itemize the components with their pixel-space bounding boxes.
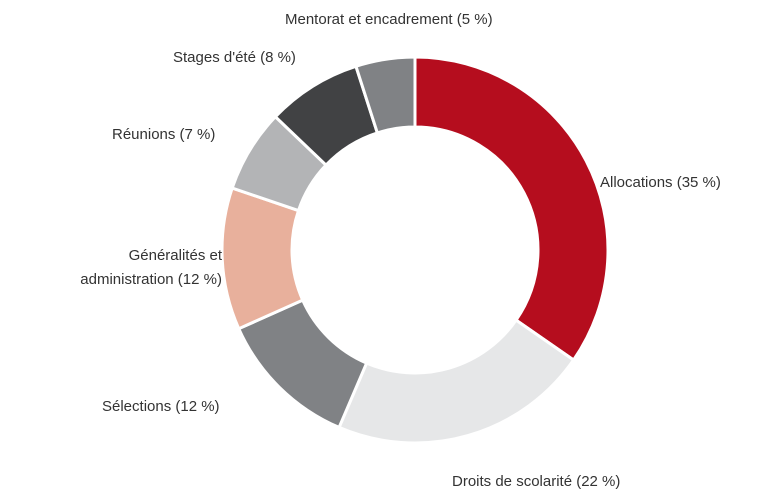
donut-slice — [337, 318, 576, 445]
donut-slice — [413, 55, 610, 363]
slice-label: Généralités et administration (12 %) — [80, 247, 222, 288]
slice-label: Mentorat et encadrement (5 %) — [285, 11, 493, 28]
slice-label: Stages d'été (8 %) — [173, 49, 296, 66]
slice-label: Sélections (12 %) — [102, 398, 220, 415]
slice-label: Allocations (35 %) — [600, 174, 721, 191]
slice-label: Droits de scolarité (22 %) — [452, 473, 621, 490]
donut-slice — [354, 55, 417, 135]
slice-label: Réunions (7 %) — [112, 126, 216, 143]
